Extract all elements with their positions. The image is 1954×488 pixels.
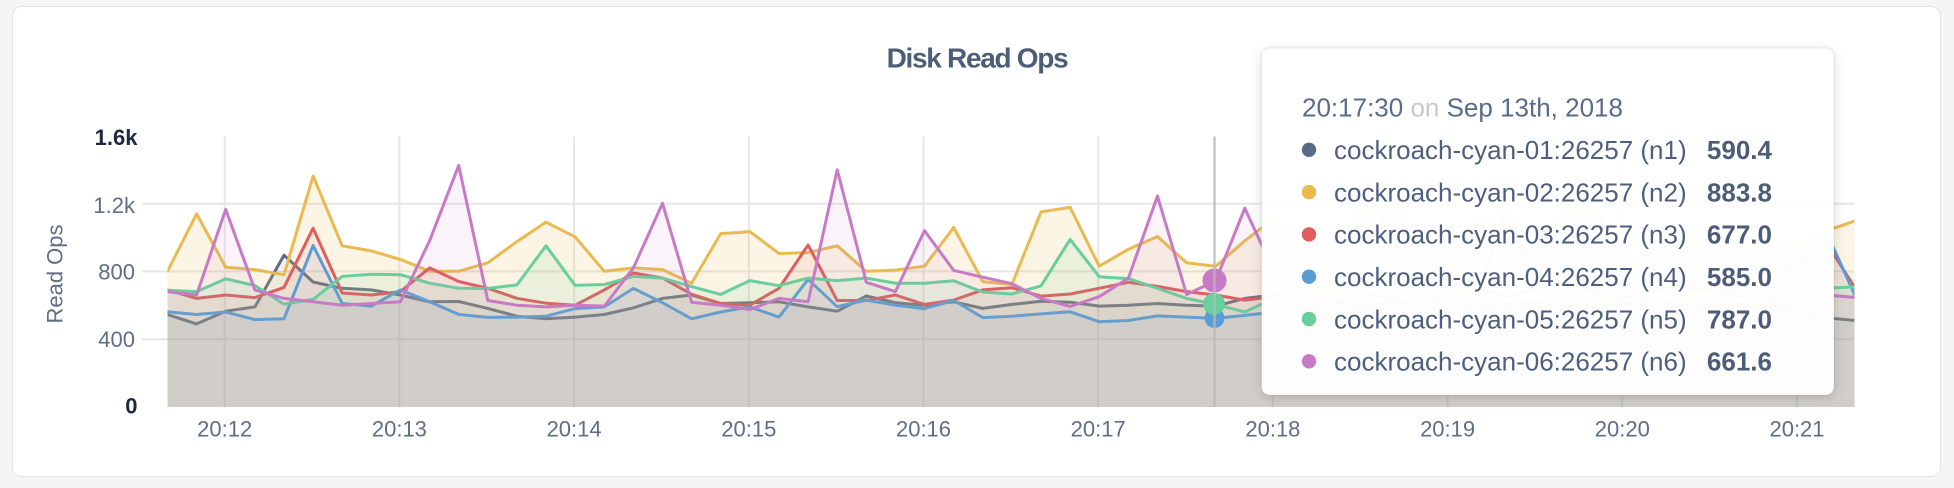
- svg-text:cockroach-cyan-01:26257 (n1): cockroach-cyan-01:26257 (n1): [1334, 135, 1687, 165]
- svg-text:20:16: 20:16: [896, 417, 951, 442]
- svg-text:20:15: 20:15: [721, 417, 776, 442]
- svg-text:590.4: 590.4: [1707, 135, 1773, 165]
- svg-text:cockroach-cyan-05:26257 (n5): cockroach-cyan-05:26257 (n5): [1334, 304, 1687, 334]
- svg-text:1.2k: 1.2k: [93, 193, 136, 218]
- svg-text:0: 0: [125, 393, 137, 418]
- svg-text:20:18: 20:18: [1245, 417, 1300, 442]
- svg-text:585.0: 585.0: [1707, 262, 1772, 292]
- svg-text:787.0: 787.0: [1707, 304, 1772, 334]
- svg-text:cockroach-cyan-06:26257 (n6): cockroach-cyan-06:26257 (n6): [1334, 347, 1687, 377]
- svg-text:20:12: 20:12: [197, 417, 252, 442]
- svg-text:Disk Read Ops: Disk Read Ops: [887, 43, 1068, 74]
- svg-text:20:17:30 on Sep 13th, 2018: 20:17:30 on Sep 13th, 2018: [1302, 92, 1623, 122]
- svg-text:677.0: 677.0: [1707, 220, 1772, 250]
- svg-text:20:19: 20:19: [1420, 417, 1475, 442]
- svg-text:20:14: 20:14: [547, 417, 602, 442]
- svg-text:cockroach-cyan-04:26257 (n4): cockroach-cyan-04:26257 (n4): [1334, 262, 1687, 292]
- svg-text:20:17: 20:17: [1071, 417, 1126, 442]
- svg-text:cockroach-cyan-03:26257 (n3): cockroach-cyan-03:26257 (n3): [1334, 220, 1687, 250]
- svg-text:661.6: 661.6: [1707, 347, 1772, 377]
- svg-text:400: 400: [98, 327, 135, 352]
- svg-text:Read Ops: Read Ops: [42, 224, 67, 323]
- svg-text:20:21: 20:21: [1769, 417, 1824, 442]
- svg-text:1.6k: 1.6k: [95, 125, 139, 150]
- svg-text:883.8: 883.8: [1707, 177, 1772, 207]
- svg-text:cockroach-cyan-02:26257 (n2): cockroach-cyan-02:26257 (n2): [1334, 177, 1687, 207]
- svg-text:800: 800: [98, 259, 135, 284]
- svg-text:20:20: 20:20: [1595, 417, 1650, 442]
- svg-text:20:13: 20:13: [372, 417, 427, 442]
